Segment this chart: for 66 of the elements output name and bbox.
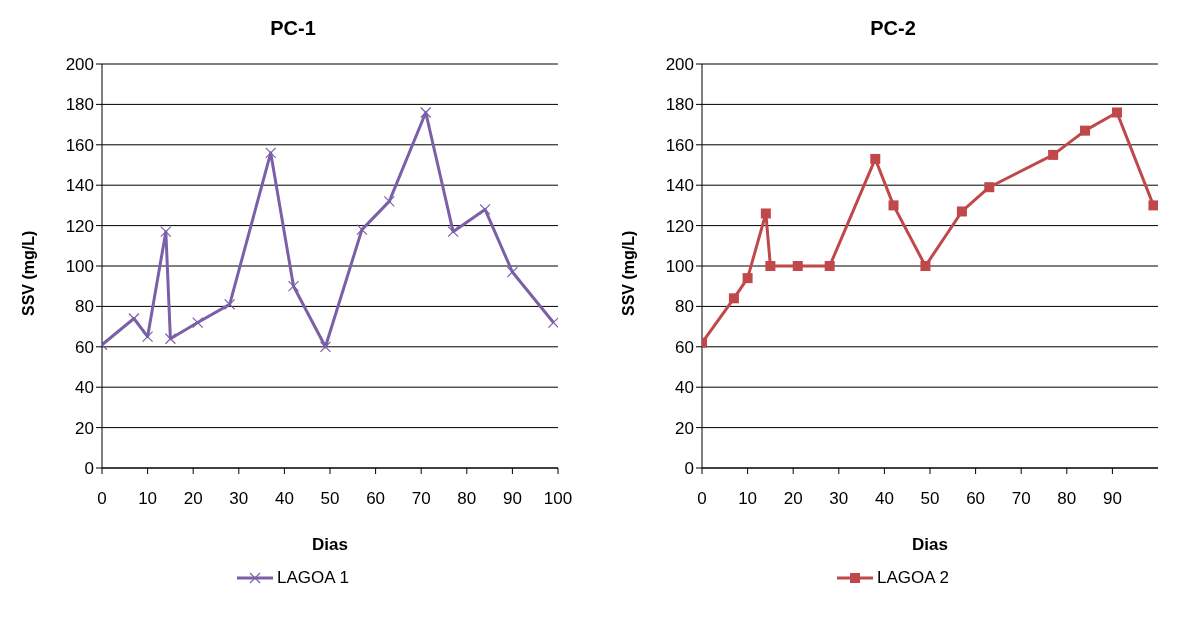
x-axis-title: Dias	[312, 535, 348, 554]
y-tick-label: 180	[665, 95, 694, 115]
x-tick-label: 60	[366, 489, 386, 509]
point	[1111, 107, 1122, 118]
y-tick-label: 160	[665, 135, 694, 155]
x-tick-label: 80	[1057, 489, 1077, 509]
y-tick-label: 0	[684, 459, 694, 479]
point	[728, 293, 739, 304]
y-tick-label: 20	[675, 418, 694, 438]
point	[792, 261, 803, 271]
x-tick-label: 50	[320, 489, 340, 509]
x-tick-label: 20	[183, 489, 203, 509]
y-tick-label: 60	[75, 337, 94, 357]
y-tick-label: 100	[665, 257, 694, 277]
x-tick-label: 40	[274, 489, 294, 509]
x-tick-label: 0	[97, 489, 107, 509]
y-tick-label: 80	[75, 297, 94, 317]
y-tick-label: 140	[65, 176, 94, 196]
y-tick-label: 60	[675, 337, 694, 357]
y-axis-title: SSV (mg/L)	[619, 230, 637, 316]
x-tick-label: 100	[543, 489, 573, 509]
point	[1148, 200, 1158, 211]
x-tick-label: 70	[1011, 489, 1031, 509]
y-axis-title: SSV (mg/L)	[19, 230, 37, 316]
point	[870, 153, 881, 164]
y-tick-label: 140	[665, 176, 694, 196]
x-tick-label: 0	[697, 489, 707, 509]
point	[824, 261, 835, 271]
x-tick-label: 90	[502, 489, 522, 509]
y-tick-label: 200	[665, 55, 694, 75]
point	[760, 208, 771, 219]
chart-title: PC-2	[869, 16, 917, 41]
point	[742, 273, 753, 284]
point	[984, 182, 995, 193]
x-tick-label: 90	[1102, 489, 1122, 509]
legend-label: LAGOA 2	[877, 568, 949, 588]
point	[888, 200, 899, 211]
y-tick-label: 20	[75, 418, 94, 438]
point	[1080, 125, 1091, 136]
legend-label: LAGOA 1	[277, 568, 349, 588]
point	[1048, 149, 1059, 160]
y-tick-label: 100	[65, 257, 94, 277]
point	[920, 261, 931, 271]
x-axis-title: Dias	[912, 535, 948, 554]
y-tick-label: 40	[75, 378, 94, 398]
y-tick-label: 40	[675, 378, 694, 398]
point	[765, 261, 776, 271]
x-tick-label: 10	[738, 489, 758, 509]
x-tick-label: 30	[229, 489, 249, 509]
y-tick-label: 160	[65, 135, 94, 155]
y-tick-label: 180	[65, 95, 94, 115]
x-tick-label: 20	[783, 489, 803, 509]
y-tick-label: 120	[65, 216, 94, 236]
y-tick-label: 0	[84, 459, 94, 479]
y-tick-label: 120	[665, 216, 694, 236]
x-tick-label: 40	[874, 489, 894, 509]
x-tick-label: 60	[966, 489, 986, 509]
chart-title: PC-1	[269, 16, 317, 41]
x-tick-label: 30	[829, 489, 849, 509]
x-tick-label: 10	[138, 489, 158, 509]
x-tick-label: 50	[920, 489, 940, 509]
y-tick-label: 200	[65, 55, 94, 75]
x-tick-label: 70	[411, 489, 431, 509]
y-tick-label: 80	[675, 297, 694, 317]
point	[956, 206, 967, 217]
x-tick-label: 80	[457, 489, 477, 509]
